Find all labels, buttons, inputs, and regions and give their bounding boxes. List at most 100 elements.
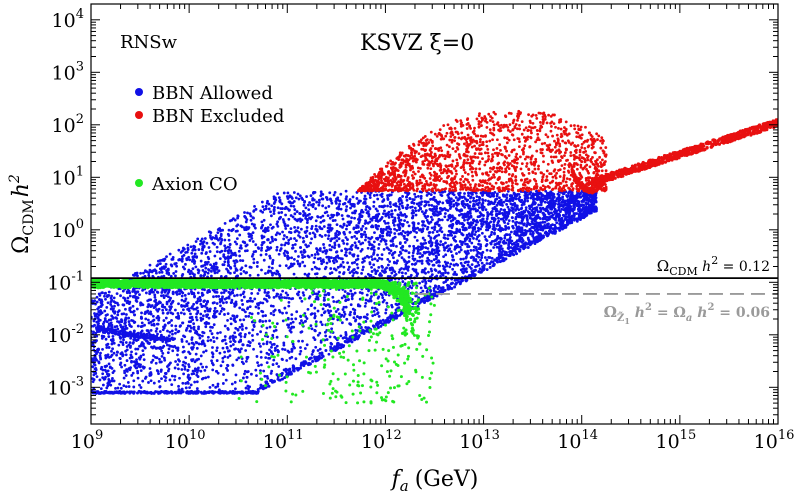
scatter-point [356,266,360,270]
scatter-point [256,273,260,277]
scatter-point [425,219,429,222]
scatter-point [221,228,225,232]
scatter-point [328,243,332,247]
scatter-point [195,358,199,362]
scatter-point [400,256,404,260]
scatter-point [260,309,264,313]
scatter-point [490,230,494,234]
scatter-point [240,266,244,270]
scatter-point [338,232,341,235]
scatter-point [334,268,338,272]
scatter-point [157,379,161,383]
scatter-point [291,243,295,247]
scatter-point [302,239,306,243]
scatter-point [271,333,275,337]
scatter-point [179,324,182,327]
scatter-point [139,369,143,373]
scatter-point [292,272,296,276]
scatter-point [506,222,510,226]
scatter-point [419,196,423,200]
scatter-point [226,363,229,367]
scatter-point [546,210,550,213]
scatter-point [342,294,346,298]
scatter-point [227,238,231,242]
scatter-point [231,334,235,338]
scatter-point [372,194,376,197]
scatter-point [131,290,135,293]
scatter-point [472,237,475,240]
scatter-point [168,378,172,382]
scatter-point [130,325,133,329]
scatter-point [122,335,125,339]
scatter-point [276,220,279,224]
scatter-point [281,289,285,293]
scatter-point [221,360,225,364]
scatter-point [164,379,167,382]
scatter-point [469,223,473,227]
scatter-point [216,331,220,335]
scatter-point [226,312,230,316]
scatter-point [378,219,382,222]
scatter-point [116,386,120,390]
scatter-point [272,209,276,213]
scatter-point [227,251,230,255]
scatter-point [443,268,447,272]
scatter-point [444,253,448,257]
scatter-point [397,224,401,228]
scatter-point [195,346,199,350]
scatter-point [424,271,427,275]
scatter-point [217,294,221,298]
scatter-point [426,247,430,250]
scatter-point [181,246,185,250]
scatter-point [110,349,113,353]
scatter-point [188,316,192,320]
scatter-point [144,375,148,379]
scatter-point [417,204,421,207]
scatter-point [269,246,273,250]
scatter-point [96,323,100,327]
scatter-point [594,196,598,200]
scatter-point [190,372,194,376]
scatter-point [293,237,296,240]
scatter-point [392,236,395,240]
scatter-point [161,308,165,312]
scatter-point [191,248,195,252]
scatter-point [390,215,394,219]
scatter-point [264,356,268,360]
scatter-point [165,255,168,258]
scatter-point [438,218,442,222]
scatter-point [220,249,224,253]
scatter-point [307,296,311,300]
scatter-point [164,262,168,266]
scatter-point [336,212,340,215]
scatter-point [327,234,331,238]
scatter-point [485,258,489,262]
scatter-point [137,362,141,366]
scatter-point [534,225,538,229]
scatter-point [269,210,272,214]
scatter-point [501,203,504,207]
scatter-point [277,196,281,199]
scatter-point [255,355,259,358]
scatter-point [235,314,239,318]
scatter-point [362,315,366,319]
scatter-point [176,353,179,357]
scatter-point [107,322,111,326]
scatter-point [572,197,575,200]
scatter-point [269,340,272,344]
scatter-point [252,261,256,265]
scatter-point [136,324,140,328]
scatter-point [324,195,328,199]
scatter-point [206,339,210,343]
scatter-point [449,243,453,247]
scatter-point [223,355,227,359]
scatter-point [512,191,516,195]
scatter-point [278,200,282,204]
scatter-point [492,224,495,228]
scatter-point [533,197,537,201]
scatter-point [131,310,135,314]
scatter-point [139,355,143,359]
scatter-point [187,363,191,366]
scatter-point [302,293,306,297]
scatter-point [142,271,145,275]
